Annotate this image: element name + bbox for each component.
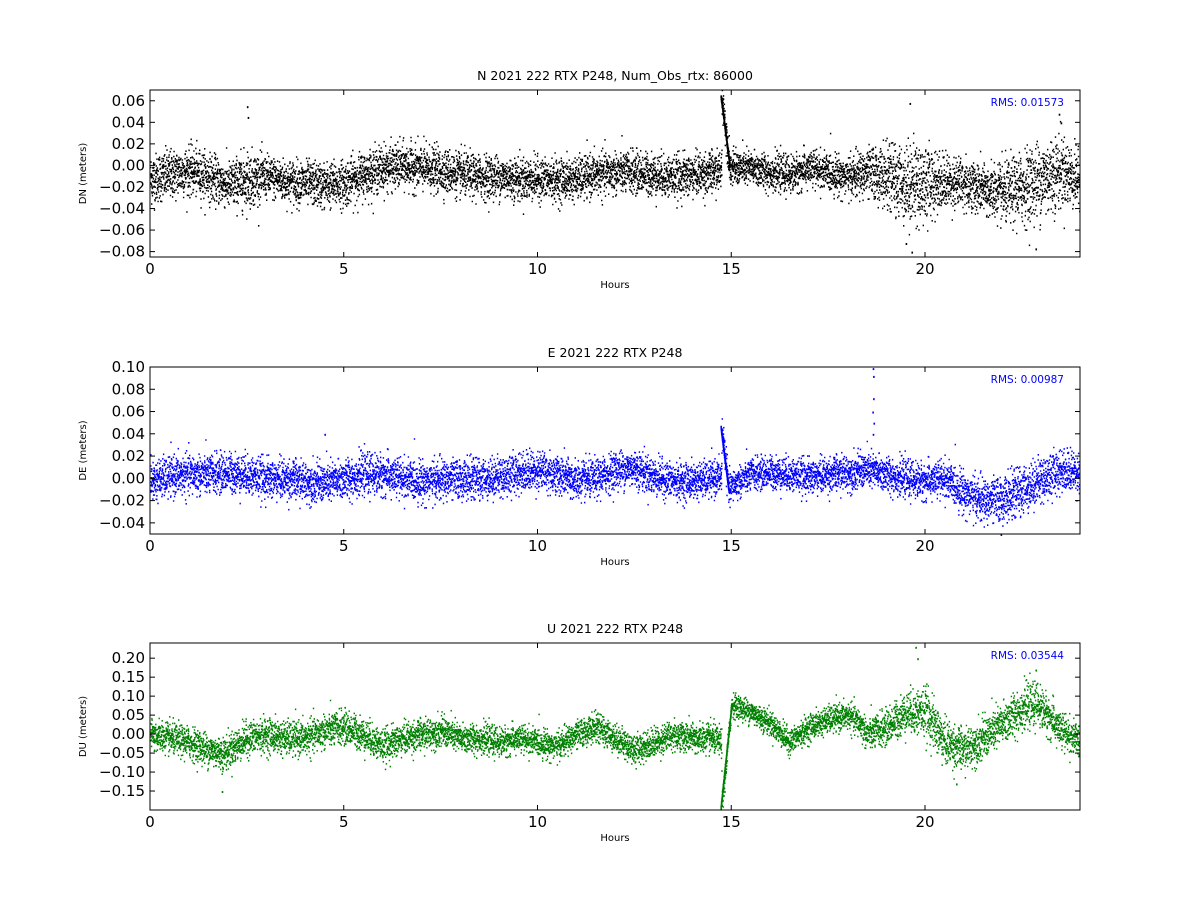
subplot-title: E 2021 222 RTX P248 <box>548 345 683 360</box>
x-tick-label: 20 <box>915 537 934 555</box>
y-tick-label: −0.02 <box>99 492 145 510</box>
x-tick-label: 5 <box>339 813 349 831</box>
subplot-0: 0 5 10 15 20 −0.08 −0.06 −0.04 −0.02 0.00 0.02 0.04… <box>78 68 1081 291</box>
x-tick-label: 0 <box>145 813 155 831</box>
y-tick-label: 0.06 <box>112 403 145 421</box>
x-tick-label: 15 <box>722 537 741 555</box>
rms-annotation: RMS: 0.03544 <box>991 650 1065 662</box>
y-tick-label: 0.04 <box>112 425 145 443</box>
y-tick-label: 0.08 <box>112 380 145 398</box>
y-tick-label: −0.10 <box>99 763 145 781</box>
y-axis-label: DU (meters) <box>78 696 89 757</box>
x-tick-label: 10 <box>528 537 547 555</box>
x-tick-label: 15 <box>722 813 741 831</box>
y-tick-label: 0.10 <box>112 358 145 376</box>
y-tick-label: 0.10 <box>112 687 145 705</box>
x-tick-label: 5 <box>339 260 349 278</box>
y-tick-label: 0.20 <box>112 649 145 667</box>
y-tick-label: 0.00 <box>112 725 145 743</box>
outlier-point <box>872 368 875 371</box>
x-tick-label: 10 <box>528 813 547 831</box>
y-tick-label: −0.06 <box>99 221 145 239</box>
y-tick-label: 0.06 <box>112 92 145 110</box>
outlier-point <box>873 398 875 401</box>
y-axis-label: DN (meters) <box>78 143 89 205</box>
x-tick-label: 20 <box>915 260 934 278</box>
outlier-point <box>917 658 919 661</box>
series-points <box>150 90 1080 247</box>
axes-frame <box>149 642 1081 811</box>
outlier-point <box>1035 669 1038 672</box>
outlier-point <box>247 116 250 119</box>
outlier-point <box>873 375 875 378</box>
y-tick-label: 0.04 <box>112 113 145 131</box>
subplot-2: 0 5 10 15 20 −0.15−0.10−0.050.000.050.100.150… <box>78 621 1081 844</box>
x-tick-label: 5 <box>339 537 349 555</box>
x-axis-label: Hours <box>600 557 629 568</box>
outlier-point <box>873 422 876 425</box>
outlier-point <box>911 251 914 254</box>
outlier-point <box>872 433 875 436</box>
outlier-point <box>909 102 912 105</box>
outlier-point <box>1058 113 1061 116</box>
outlier-point <box>915 646 917 649</box>
y-tick-label: 0.05 <box>112 706 145 724</box>
outlier-point <box>1035 248 1038 251</box>
axes-frame <box>149 366 1081 535</box>
y-tick-label: 0.15 <box>112 668 145 686</box>
x-axis-label: Hours <box>600 833 629 844</box>
y-tick-label: 0.02 <box>112 447 145 465</box>
y-tick-label: 0.00 <box>112 469 145 487</box>
outlier-point <box>1000 534 1003 536</box>
y-axis-label: DE (meters) <box>78 420 89 480</box>
subplot-1: 0 5 10 15 20 −0.04 −0.02 0.00 0.02 0.04 0.06 0.08 0.… <box>78 345 1081 568</box>
outlier-point <box>1060 122 1063 125</box>
axes-frame <box>149 89 1081 258</box>
x-tick-label: 10 <box>528 260 547 278</box>
subplot-title: N 2021 222 RTX P248, Num_Obs_rtx: 86000 <box>477 68 753 83</box>
outlier-point <box>905 242 908 245</box>
y-tick-label: −0.08 <box>99 243 145 261</box>
series-points <box>150 418 1080 528</box>
outlier-point <box>956 783 958 786</box>
y-tick-label: −0.05 <box>99 744 145 762</box>
rms-annotation: RMS: 0.01573 <box>991 97 1064 109</box>
y-tick-label: −0.02 <box>99 178 145 196</box>
x-tick-label: 0 <box>145 537 155 555</box>
rms-annotation: RMS: 0.00987 <box>991 374 1064 386</box>
series-points <box>150 672 1080 810</box>
outlier-point <box>324 433 326 436</box>
y-tick-label: −0.15 <box>99 782 145 800</box>
outlier-point <box>246 106 249 109</box>
x-tick-label: 0 <box>145 260 155 278</box>
y-tick-label: −0.04 <box>99 514 145 532</box>
x-tick-label: 15 <box>722 260 741 278</box>
x-tick-label: 20 <box>915 813 934 831</box>
outlier-point <box>221 791 224 794</box>
y-tick-label: −0.04 <box>99 200 145 218</box>
outlier-point <box>872 411 874 414</box>
subplot-title: U 2021 222 RTX P248 <box>547 621 683 636</box>
x-axis-label: Hours <box>600 280 629 291</box>
y-tick-label: 0.02 <box>112 135 145 153</box>
y-tick-label: 0.00 <box>112 156 145 174</box>
